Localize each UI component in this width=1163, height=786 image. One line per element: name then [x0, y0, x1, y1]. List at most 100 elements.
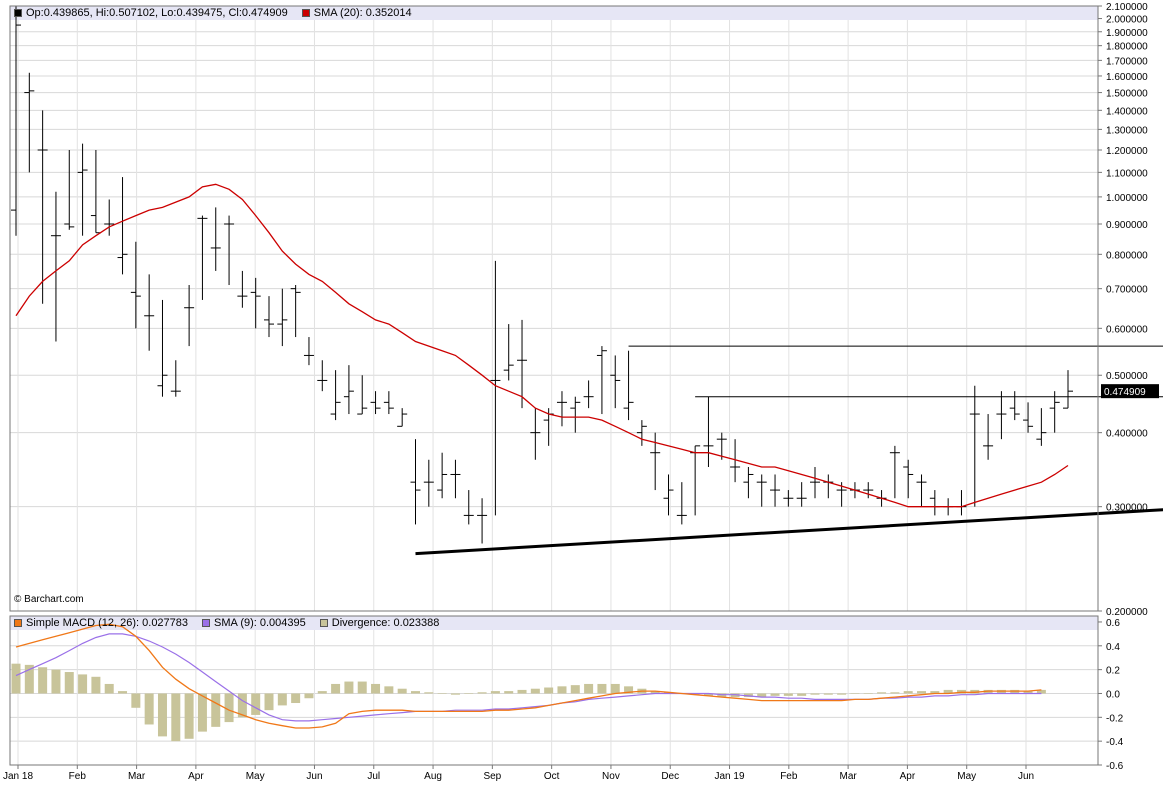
ohlc-bar [11, 6, 21, 236]
macd-grid [10, 616, 1098, 766]
macd-tick-label: -0.4 [1106, 737, 1124, 748]
ohlc-bar [1036, 408, 1047, 446]
ohlc-bar [956, 490, 967, 516]
ohlc-bar [330, 370, 341, 421]
ohlc-bar [490, 260, 501, 516]
sma-legend-text: SMA (20): 0.352014 [313, 7, 412, 19]
price-tick-label: 1.800000 [1106, 42, 1148, 53]
ohlc-bar [809, 467, 820, 499]
time-tick-label: Jan 19 [715, 771, 745, 782]
ohlc-bar [770, 474, 781, 507]
price-axis: 2.100000 2.000000 1.900000 1.800000 1.700000… [1098, 2, 1159, 618]
time-tick-label: May [246, 771, 265, 782]
ohlc-bar [184, 285, 195, 347]
ohlc-bar [503, 324, 514, 381]
divergence-bar [157, 693, 167, 737]
divergence-bar [570, 685, 580, 694]
divergence-bar [597, 683, 607, 694]
macd-swatch [14, 619, 22, 627]
time-tick-label: Sep [483, 771, 501, 782]
ohlc-bar [863, 482, 874, 499]
ohlc-bar [610, 355, 621, 409]
divergence-bar [903, 691, 913, 694]
time-tick-label: Nov [602, 771, 620, 782]
ohlc-bar [130, 241, 141, 329]
price-tick-label: 1.300000 [1106, 125, 1148, 136]
divergence-bar [837, 693, 847, 695]
divergence-bar [91, 676, 101, 694]
price-tick-label: 1.100000 [1106, 168, 1148, 179]
ohlc-bar [889, 445, 900, 499]
price-tick-label: 1.900000 [1106, 28, 1148, 39]
macd-lines [15, 623, 1042, 729]
ohlc-bar [77, 143, 88, 236]
ohlc-bar [663, 474, 674, 516]
divergence-bar [557, 686, 567, 694]
divergence-bar [424, 692, 434, 694]
divergence-bar [410, 691, 420, 694]
ohlc-bar [823, 474, 834, 499]
time-tick-label: Oct [544, 771, 560, 782]
ohlc-bar [423, 459, 434, 507]
ohlc-bar [383, 391, 394, 415]
macd-tick-label: 0.6 [1106, 618, 1120, 629]
ohlc-bar [996, 391, 1007, 440]
divergence-bar [344, 681, 354, 694]
price-tick-label: 1.400000 [1106, 106, 1148, 117]
time-tick-label: Mar [840, 771, 858, 782]
ohlc-bar [370, 391, 381, 415]
divergence-bar [530, 688, 540, 694]
ohlc-bar [690, 445, 701, 516]
ohlc-bar [397, 408, 408, 427]
divergence-bar [850, 693, 860, 694]
time-tick-label: Apr [188, 771, 204, 782]
divergence-bar [584, 683, 594, 694]
divergence-bar [703, 693, 713, 696]
divergence-bar [131, 693, 141, 708]
macd-legend-text: Simple MACD (12, 26): 0.027783 [26, 617, 189, 629]
divergence-histogram [11, 663, 1046, 742]
time-tick-label: Feb [780, 771, 798, 782]
time-tick-label: Jun [306, 771, 322, 782]
time-axis: Jan 18 Feb Mar Apr May Jun Jul Aug Sep Oct Nov Dec J… [3, 765, 1034, 782]
divergence-bar [224, 693, 234, 723]
divergence-bar [277, 693, 287, 706]
ohlc-bar [756, 474, 767, 507]
ohlc-bar [916, 474, 927, 507]
divergence-bar [930, 691, 940, 694]
divergence-bar [770, 693, 780, 696]
time-tick-label: May [957, 771, 976, 782]
barchart-credit: © Barchart.com [14, 594, 84, 605]
ohlc-bar [24, 72, 35, 173]
ohlc-bar [703, 396, 714, 468]
divergence-bar [743, 693, 753, 698]
ohlc-bar [556, 391, 567, 427]
divergence-bar [650, 691, 660, 694]
divergence-bar [184, 693, 194, 739]
time-tick-label: Feb [69, 771, 87, 782]
ohlc-bar [250, 277, 261, 329]
ohlc-bar [277, 288, 288, 347]
time-tick-label: Jul [367, 771, 380, 782]
sma-20-line [15, 183, 1069, 508]
ohlc-bar [517, 319, 528, 409]
divergence-bar [384, 686, 394, 694]
ohlc-bars [11, 6, 1073, 544]
price-tick-label: 2.000000 [1106, 15, 1148, 26]
time-tick-label: Jan 18 [3, 771, 33, 782]
price-tick-label: 0.700000 [1106, 285, 1148, 296]
price-tick-label: 0.300000 [1106, 503, 1148, 514]
divergence-bar [477, 692, 487, 694]
ohlc-bar [450, 459, 461, 499]
price-legend-bg [10, 6, 1098, 20]
ohlc-bar [410, 439, 421, 525]
divergence-bar [504, 691, 514, 694]
divergence-bar [64, 672, 74, 694]
divergence-bar [943, 689, 953, 694]
ohlc-bar [357, 375, 368, 415]
signal-legend-text: SMA (9): 0.004395 [214, 617, 306, 629]
time-tick-label: Mar [128, 771, 146, 782]
ohlc-bar [237, 270, 248, 308]
ohlc-bar [437, 452, 448, 499]
ohlc-bar [596, 346, 607, 415]
